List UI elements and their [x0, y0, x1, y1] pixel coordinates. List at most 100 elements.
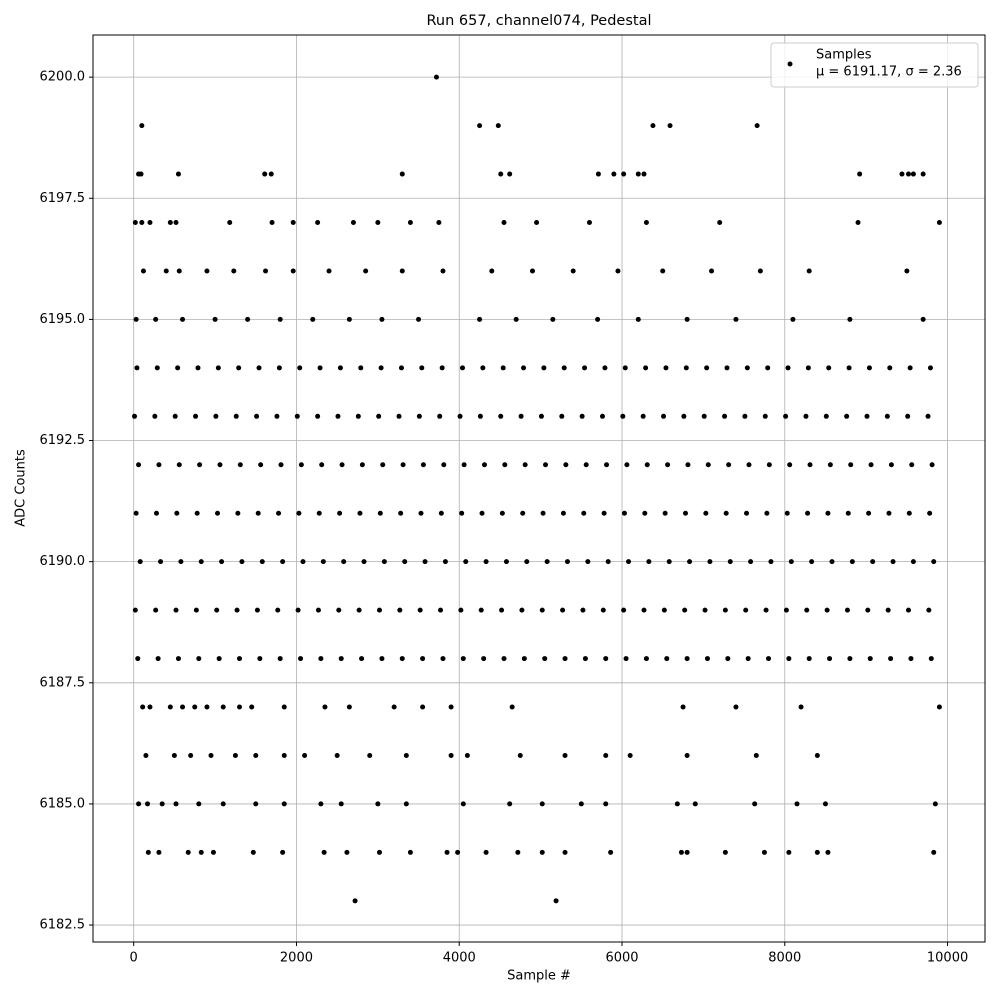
point	[601, 510, 607, 516]
point	[338, 656, 344, 662]
point	[214, 607, 220, 613]
point	[208, 752, 214, 758]
x-tick-label: 2000	[280, 951, 313, 966]
point	[722, 607, 728, 613]
point	[346, 316, 352, 322]
point	[595, 171, 601, 177]
point	[766, 656, 772, 662]
point	[888, 462, 894, 468]
point	[359, 462, 365, 468]
point	[281, 704, 287, 710]
point	[136, 462, 142, 468]
point	[377, 510, 383, 516]
point	[163, 268, 169, 274]
point	[290, 220, 296, 226]
point	[620, 413, 626, 419]
point	[185, 849, 191, 855]
point	[513, 316, 519, 322]
point	[173, 607, 179, 613]
point	[752, 801, 758, 807]
point	[936, 704, 942, 710]
point	[433, 74, 439, 80]
point	[642, 510, 648, 516]
point	[296, 510, 302, 516]
point	[757, 268, 763, 274]
point	[250, 849, 256, 855]
point	[268, 171, 274, 177]
point	[682, 510, 688, 516]
point	[322, 704, 328, 710]
point	[539, 849, 545, 855]
point	[167, 704, 173, 710]
point	[624, 462, 630, 468]
point	[929, 462, 935, 468]
point	[259, 559, 265, 565]
point	[814, 849, 820, 855]
point	[582, 365, 588, 371]
point	[441, 462, 447, 468]
point	[742, 413, 748, 419]
point	[355, 413, 361, 419]
point	[460, 801, 466, 807]
point	[398, 510, 404, 516]
point	[315, 413, 321, 419]
point	[733, 316, 739, 322]
point	[931, 559, 937, 565]
point	[908, 656, 914, 662]
point	[442, 559, 448, 565]
point	[641, 171, 647, 177]
point	[798, 704, 804, 710]
point	[318, 656, 324, 662]
point	[498, 413, 504, 419]
point	[621, 607, 627, 613]
point	[477, 413, 483, 419]
point	[460, 656, 466, 662]
point	[743, 607, 749, 613]
point	[315, 220, 321, 226]
point	[907, 365, 913, 371]
point	[520, 510, 526, 516]
point	[335, 413, 341, 419]
point	[420, 656, 426, 662]
point	[173, 220, 179, 226]
point	[931, 849, 937, 855]
point	[805, 365, 811, 371]
point	[932, 801, 938, 807]
point	[417, 607, 423, 613]
point	[784, 510, 790, 516]
point	[171, 752, 177, 758]
point	[254, 413, 260, 419]
point	[478, 607, 484, 613]
point	[457, 413, 463, 419]
point	[806, 656, 812, 662]
point	[152, 413, 158, 419]
point	[204, 704, 210, 710]
point	[219, 559, 225, 565]
point	[398, 365, 404, 371]
point	[603, 801, 609, 807]
point	[684, 316, 690, 322]
point	[298, 462, 304, 468]
point	[356, 607, 362, 613]
point	[156, 462, 162, 468]
point	[334, 752, 340, 758]
point	[521, 656, 527, 662]
point	[803, 413, 809, 419]
point	[277, 316, 283, 322]
point	[870, 559, 876, 565]
y-tick-label: 6195.0	[40, 312, 86, 327]
point	[358, 365, 364, 371]
point	[277, 656, 283, 662]
plot-frame	[92, 34, 986, 943]
point	[717, 220, 723, 226]
point	[227, 220, 233, 226]
point	[439, 365, 445, 371]
point	[910, 559, 916, 565]
point	[814, 752, 820, 758]
point	[174, 510, 180, 516]
point	[375, 801, 381, 807]
point	[135, 656, 141, 662]
point	[844, 413, 850, 419]
y-tick-label: 6200.0	[40, 70, 86, 85]
point	[563, 462, 569, 468]
